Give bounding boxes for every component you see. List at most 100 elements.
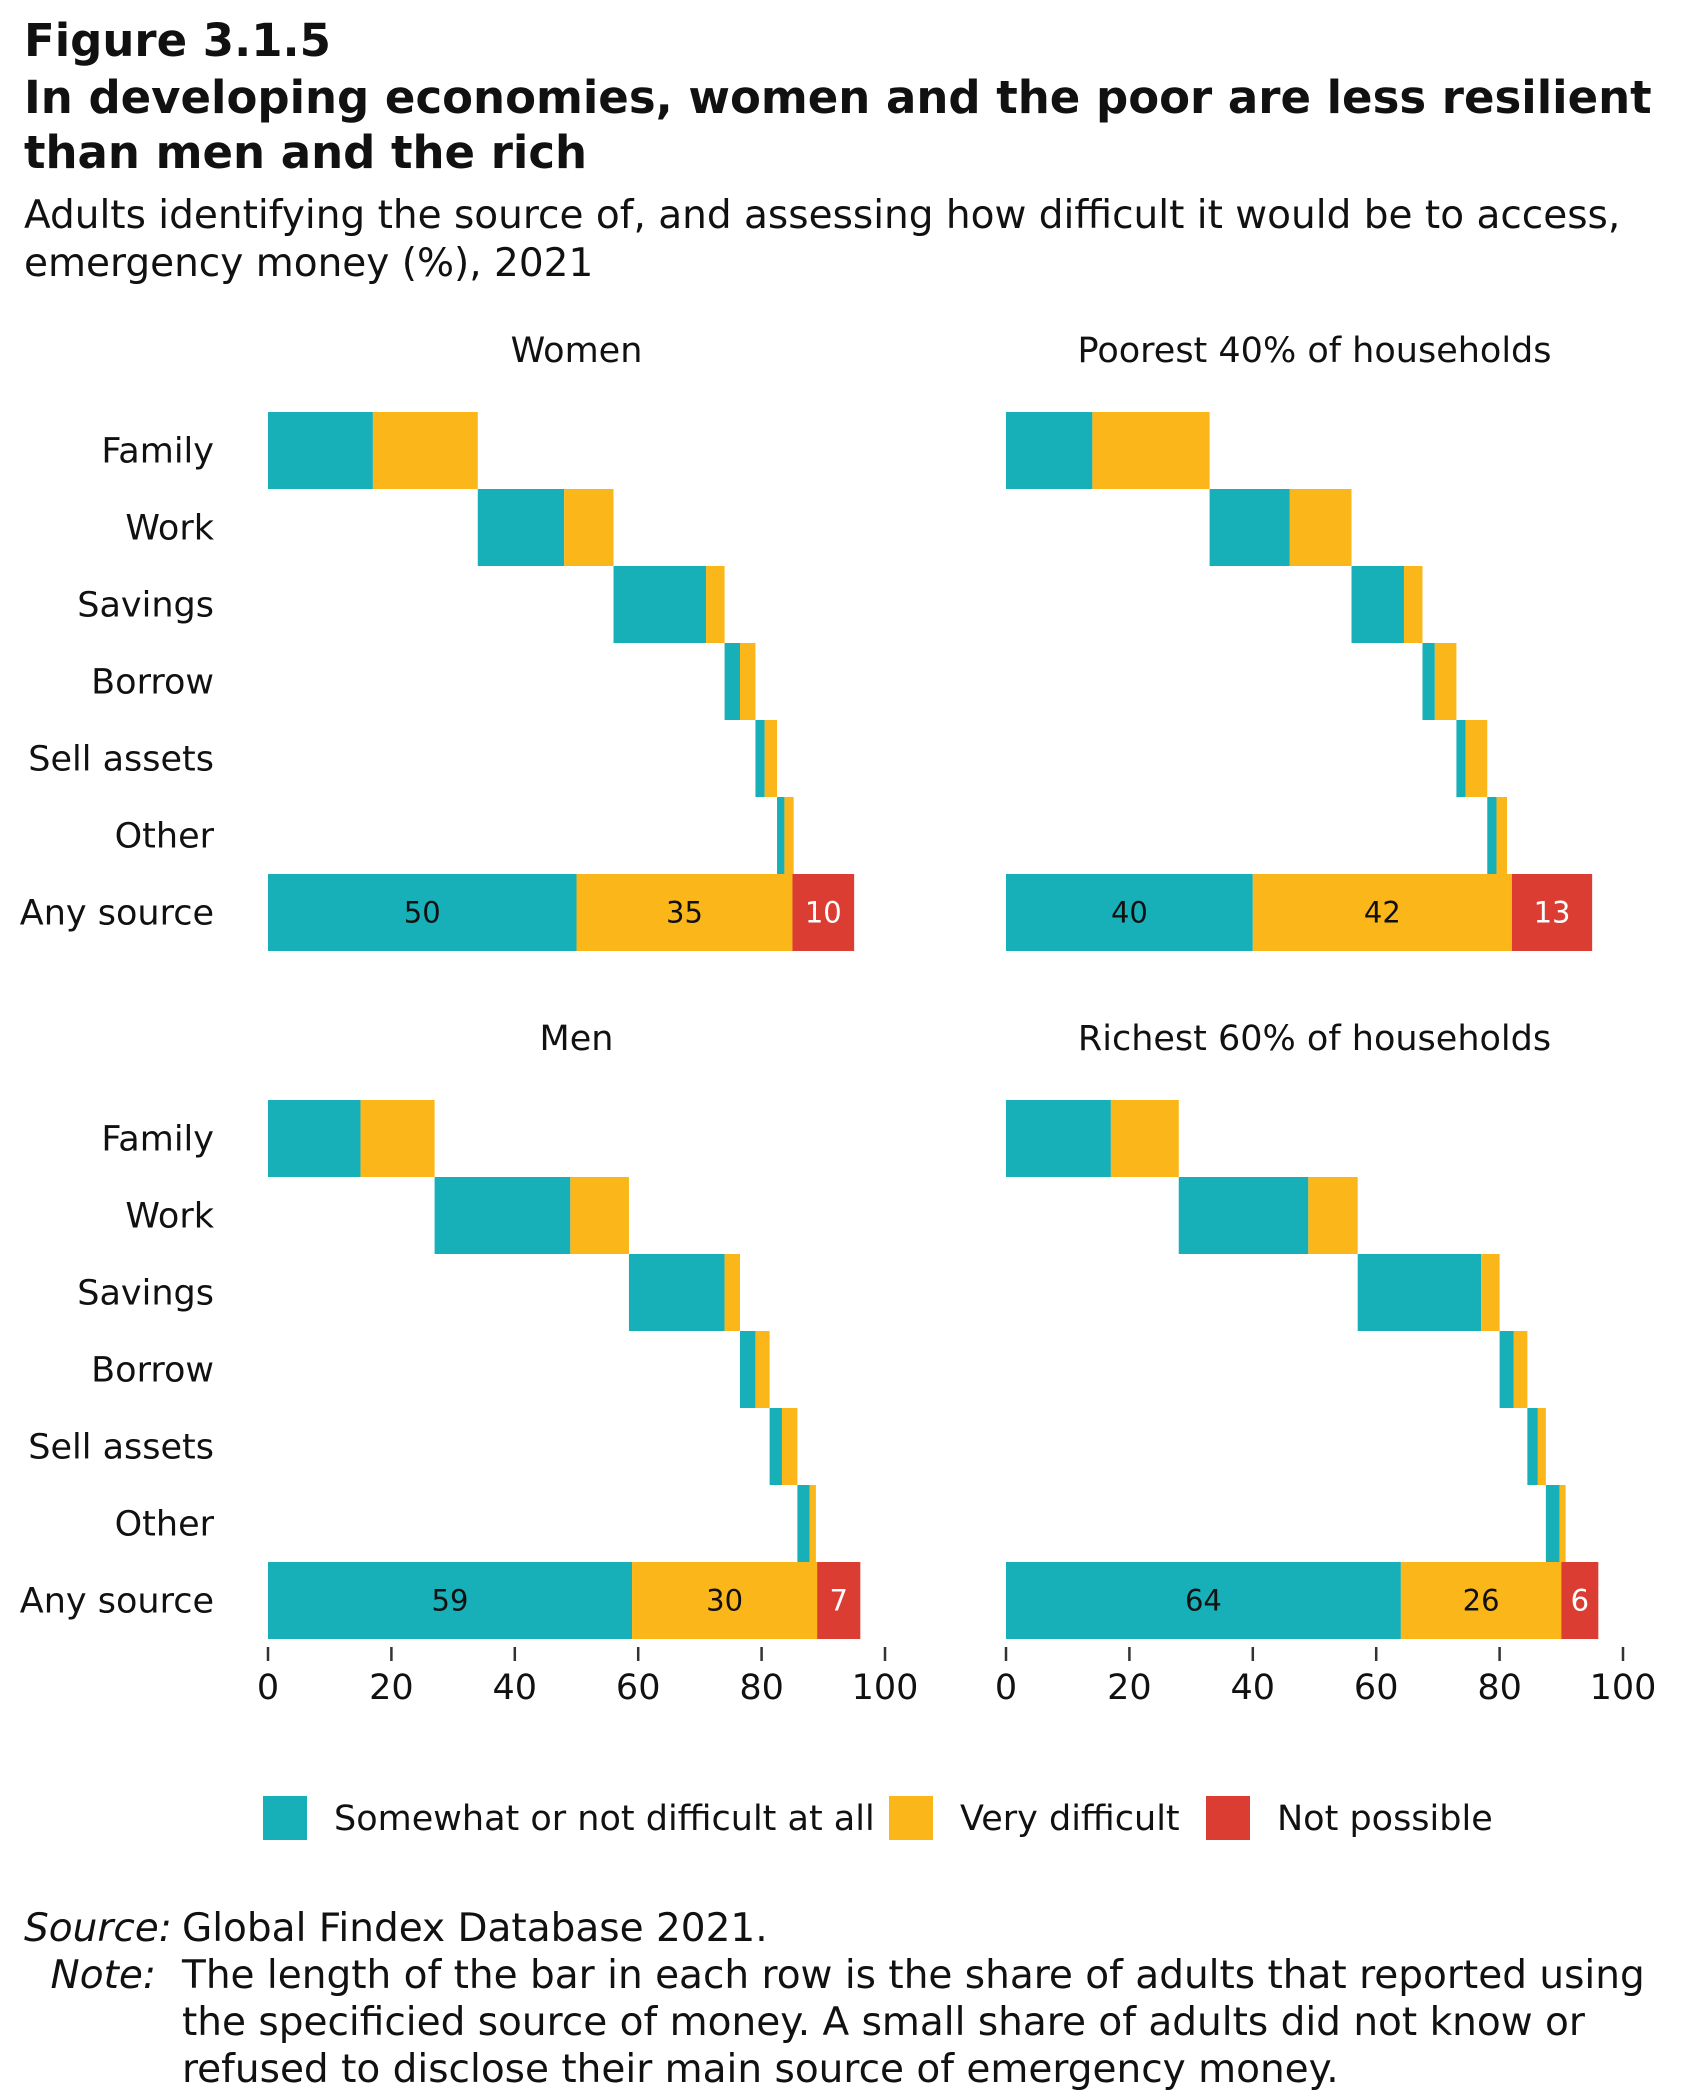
category-label: Any source — [20, 1582, 214, 1622]
bar-other-somewhat — [1487, 797, 1497, 874]
figure-title: In developing economies, women and the p… — [24, 71, 1652, 179]
bar-savings-very — [724, 1254, 741, 1331]
bar-work-somewhat — [434, 1177, 571, 1254]
bar-work-very — [1289, 489, 1352, 566]
bar-sell-assets-very — [1537, 1408, 1546, 1485]
bar-any-source-very — [1400, 1562, 1562, 1639]
bar-any-source-not — [817, 1562, 861, 1639]
x-tick-label: 60 — [616, 1668, 661, 1708]
bar-other-somewhat — [1545, 1485, 1560, 1562]
bar-savings-somewhat — [613, 566, 707, 643]
x-tick-label: 80 — [739, 1668, 784, 1708]
panel-women: Women Family Work Savings Borrow Sell assets O… — [20, 331, 855, 951]
bar-sell-assets-somewhat — [1456, 720, 1466, 797]
bar-borrow-very — [1513, 1331, 1528, 1408]
category-label: Savings — [77, 586, 214, 626]
x-tick-label: 20 — [369, 1668, 414, 1708]
panel-title: Men — [540, 1019, 614, 1059]
legend-swatch-somewhat — [263, 1796, 307, 1840]
category-label: Sell assets — [28, 740, 214, 780]
x-tick-label: 100 — [852, 1668, 919, 1708]
bar-work-very — [570, 1177, 629, 1254]
bar-any-source-somewhat — [268, 874, 577, 951]
note-label: Note: — [50, 1953, 156, 1998]
category-label: Sell assets — [28, 1428, 214, 1468]
bar-sell-assets-somewhat — [755, 720, 765, 797]
bar-other-somewhat — [777, 797, 785, 874]
category-label: Work — [125, 1197, 214, 1237]
bar-any-source-not — [1561, 1562, 1599, 1639]
x-tick-label: 40 — [1231, 1668, 1276, 1708]
category-label: Other — [115, 817, 215, 857]
bar-other-somewhat — [797, 1485, 810, 1562]
bar-borrow-very — [1434, 643, 1457, 720]
data-label: 30 — [706, 1584, 743, 1618]
bar-sell-assets-somewhat — [1527, 1408, 1538, 1485]
x-tick-label: 20 — [1107, 1668, 1152, 1708]
note-text: The length of the bar in each row is the… — [182, 1953, 1645, 2092]
category-label: Family — [101, 1120, 214, 1160]
bar-any-source-very — [632, 1562, 818, 1639]
chart: Women Family Work Savings Borrow Sell assets O… — [20, 331, 1657, 1840]
x-tick-label: 0 — [257, 1668, 279, 1708]
bar-borrow-somewhat — [724, 643, 741, 720]
bar-family-very — [372, 412, 478, 489]
bar-any-source-very — [1252, 874, 1512, 951]
bar-any-source-not — [792, 874, 855, 951]
bar-borrow-somewhat — [740, 1331, 756, 1408]
bar-family-somewhat — [268, 1100, 361, 1177]
data-label: 6 — [1571, 1584, 1589, 1618]
bar-sell-assets-very — [764, 720, 778, 797]
category-label: Work — [125, 509, 214, 549]
bar-any-source-very — [576, 874, 793, 951]
source-text: Global Findex Database 2021. — [182, 1906, 768, 1951]
bar-borrow-very — [740, 643, 756, 720]
bar-any-source-somewhat — [1006, 1562, 1401, 1639]
bar-other-very — [1496, 797, 1508, 874]
category-label: Family — [101, 432, 214, 472]
bar-sell-assets-very — [1465, 720, 1488, 797]
legend-label-somewhat: Somewhat or not difficult at all — [334, 1799, 875, 1839]
x-tick-label: 100 — [1590, 1668, 1657, 1708]
bar-borrow-somewhat — [1422, 643, 1435, 720]
data-label: 13 — [1534, 896, 1571, 930]
bar-any-source-somewhat — [268, 1562, 633, 1639]
bar-work-somewhat — [1209, 489, 1290, 566]
bar-any-source-somewhat — [1006, 874, 1253, 951]
data-label: 7 — [829, 1584, 847, 1618]
source-label: Source: — [24, 1906, 172, 1951]
data-label: 59 — [432, 1584, 469, 1618]
x-tick-label: 40 — [493, 1668, 538, 1708]
panel-title: Poorest 40% of households — [1077, 331, 1551, 371]
figure-subtitle: Adults identifying the source of, and as… — [24, 193, 1621, 286]
legend-label-not: Not possible — [1277, 1799, 1493, 1839]
data-label: 64 — [1185, 1584, 1222, 1618]
data-label: 10 — [805, 896, 842, 930]
data-label: 40 — [1111, 896, 1148, 930]
bar-other-very — [1559, 1485, 1566, 1562]
bar-work-somewhat — [477, 489, 565, 566]
bar-family-very — [360, 1100, 435, 1177]
bar-any-source-not — [1511, 874, 1593, 951]
category-label: Any source — [20, 894, 214, 934]
bar-borrow-somewhat — [1499, 1331, 1514, 1408]
note-row: Note: The length of the bar in each row … — [24, 1952, 1669, 2093]
bar-sell-assets-somewhat — [769, 1408, 782, 1485]
data-label: 35 — [666, 896, 703, 930]
bar-family-somewhat — [268, 412, 373, 489]
figure-label: Figure 3.1.5 — [24, 14, 331, 67]
x-tick-label: 0 — [995, 1668, 1017, 1708]
bar-family-somewhat — [1006, 412, 1093, 489]
panel-poorest-40-of-households: Poorest 40% of households 40 42 13 — [1006, 331, 1593, 951]
bar-savings-very — [706, 566, 725, 643]
bar-work-somewhat — [1178, 1177, 1309, 1254]
panel-title: Women — [511, 331, 643, 371]
source-row: Source: Global Findex Database 2021. — [24, 1905, 1669, 1952]
legend-swatch-not — [1206, 1796, 1250, 1840]
bar-savings-very — [1481, 1254, 1500, 1331]
panel-men: Men Family Work Savings Borrow Sell assets Oth… — [20, 1019, 919, 1708]
bar-borrow-very — [755, 1331, 770, 1408]
bar-work-very — [564, 489, 614, 566]
bar-other-very — [809, 1485, 816, 1562]
